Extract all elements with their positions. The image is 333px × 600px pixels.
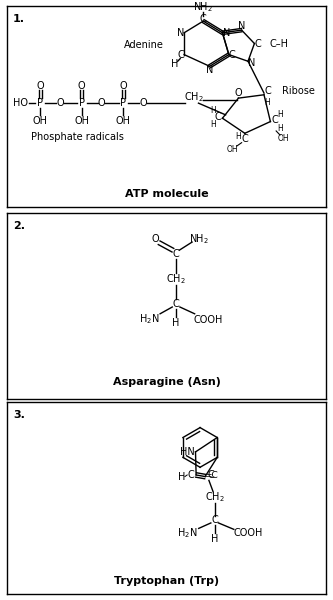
Text: C: C <box>207 470 214 480</box>
Text: H: H <box>235 132 241 141</box>
Text: O: O <box>235 88 242 98</box>
Text: H: H <box>172 318 180 328</box>
Text: 3.: 3. <box>13 410 25 420</box>
Text: O: O <box>152 235 159 244</box>
Text: H: H <box>264 98 270 107</box>
Text: N: N <box>222 28 230 38</box>
Text: C: C <box>264 86 271 97</box>
Text: P: P <box>79 98 85 108</box>
Text: Adenine: Adenine <box>124 40 163 50</box>
Text: H: H <box>171 59 178 69</box>
Text: H: H <box>277 110 283 119</box>
Text: H: H <box>210 120 216 129</box>
Text: CH$_2$: CH$_2$ <box>166 272 186 286</box>
Text: OH: OH <box>226 145 238 154</box>
Text: H: H <box>178 472 185 482</box>
Text: Phosphate radicals: Phosphate radicals <box>31 131 124 142</box>
Text: C: C <box>214 112 221 122</box>
Text: C: C <box>200 14 207 25</box>
Text: HN: HN <box>180 447 195 457</box>
Text: P: P <box>120 98 126 108</box>
Text: C: C <box>272 115 279 125</box>
Text: NH$_2$: NH$_2$ <box>193 0 213 14</box>
Text: OH: OH <box>74 116 89 125</box>
Text: O: O <box>98 98 106 108</box>
Text: C: C <box>173 248 179 259</box>
Text: O: O <box>56 98 64 108</box>
Text: C: C <box>255 38 262 49</box>
Text: HO: HO <box>13 98 28 108</box>
Text: N: N <box>206 65 213 76</box>
Text: O: O <box>120 81 127 91</box>
Text: O: O <box>139 98 147 108</box>
Text: C: C <box>173 299 179 310</box>
Text: CH$_2$: CH$_2$ <box>184 90 203 104</box>
Text: NH$_2$: NH$_2$ <box>189 232 209 246</box>
Text: OH: OH <box>278 134 290 143</box>
Text: N: N <box>176 28 184 38</box>
Text: Asparagine (Asn): Asparagine (Asn) <box>113 377 220 387</box>
Text: COOH: COOH <box>193 314 223 325</box>
Text: N: N <box>248 58 255 68</box>
Text: Ribose: Ribose <box>282 86 314 97</box>
Text: O: O <box>78 81 86 91</box>
Text: N: N <box>238 21 245 31</box>
Text: =C: =C <box>204 471 217 480</box>
Text: P: P <box>37 98 43 108</box>
Text: CH$_2$: CH$_2$ <box>205 490 224 504</box>
Text: C: C <box>187 470 194 480</box>
Text: 1.: 1. <box>13 14 25 25</box>
Text: C: C <box>229 50 235 59</box>
Text: H: H <box>277 124 283 133</box>
Text: H$_2$N: H$_2$N <box>139 313 159 326</box>
Text: OH: OH <box>33 116 48 125</box>
Text: Tryptophan (Trp): Tryptophan (Trp) <box>114 576 219 586</box>
Text: C–H: C–H <box>270 38 289 49</box>
Text: 2.: 2. <box>13 221 25 232</box>
Text: O: O <box>36 81 44 91</box>
Text: C: C <box>241 134 248 145</box>
Text: H: H <box>210 106 216 115</box>
Text: OH: OH <box>116 116 131 125</box>
Text: ATP molecule: ATP molecule <box>125 188 208 199</box>
Text: C: C <box>211 515 218 526</box>
Text: H: H <box>211 534 218 544</box>
Text: C: C <box>177 50 184 59</box>
Text: COOH: COOH <box>233 528 263 538</box>
Text: H$_2$N: H$_2$N <box>177 526 198 540</box>
